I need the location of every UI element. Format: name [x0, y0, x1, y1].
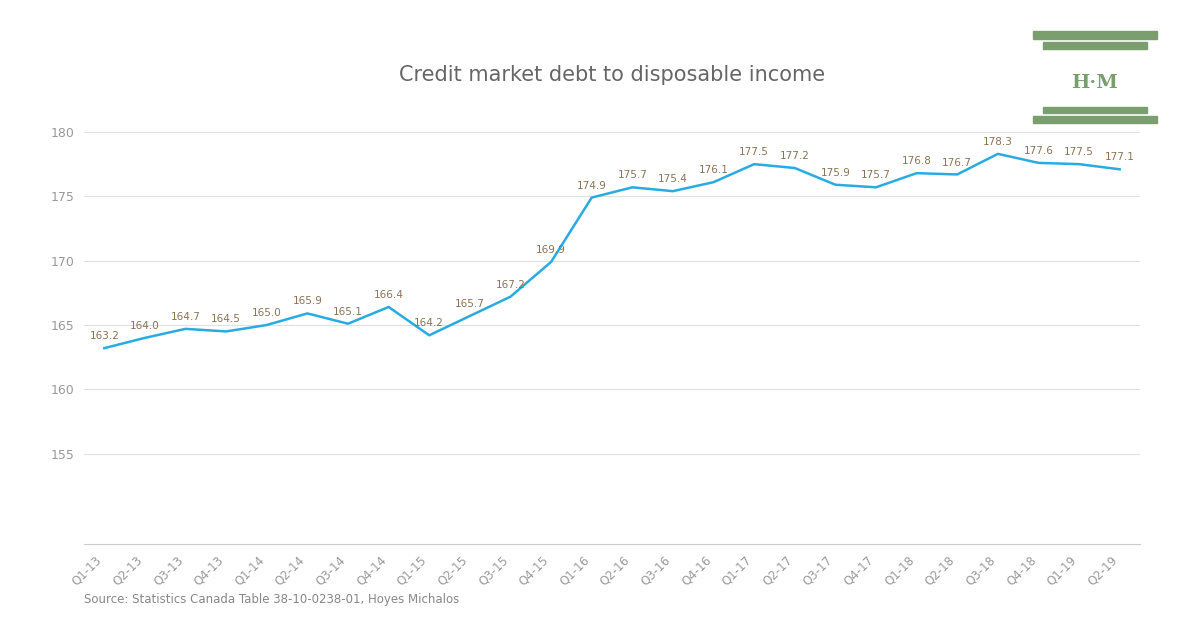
- Text: 164.7: 164.7: [170, 312, 200, 322]
- Bar: [1033, 31, 1157, 39]
- Text: 165.7: 165.7: [455, 299, 485, 309]
- Text: 164.5: 164.5: [211, 314, 241, 324]
- Title: Credit market debt to disposable income: Credit market debt to disposable income: [398, 65, 826, 85]
- Bar: [1043, 42, 1147, 49]
- Text: 175.4: 175.4: [658, 174, 688, 184]
- Text: 177.5: 177.5: [739, 148, 769, 158]
- Text: 167.2: 167.2: [496, 280, 526, 290]
- Text: 177.5: 177.5: [1064, 148, 1094, 158]
- Text: 178.3: 178.3: [983, 137, 1013, 147]
- Text: 176.7: 176.7: [942, 158, 972, 168]
- Text: Source: Statistics Canada Table 38-10-0238-01, Hoyes Michalos: Source: Statistics Canada Table 38-10-02…: [84, 593, 460, 606]
- Text: 175.9: 175.9: [821, 168, 851, 177]
- Text: 176.1: 176.1: [698, 165, 728, 175]
- Text: 166.4: 166.4: [373, 290, 403, 300]
- Text: H·M: H·M: [1072, 74, 1118, 92]
- Text: 169.9: 169.9: [536, 245, 566, 255]
- Text: 177.1: 177.1: [1105, 152, 1135, 162]
- Text: 163.2: 163.2: [89, 331, 119, 341]
- Text: 164.0: 164.0: [130, 321, 160, 331]
- Bar: [1033, 116, 1157, 123]
- Text: 165.1: 165.1: [334, 307, 362, 317]
- Text: 177.6: 177.6: [1024, 146, 1054, 156]
- Text: 174.9: 174.9: [577, 181, 607, 191]
- Text: 175.7: 175.7: [617, 171, 647, 181]
- Text: 176.8: 176.8: [901, 156, 931, 166]
- Text: 175.7: 175.7: [862, 171, 890, 181]
- Text: 165.0: 165.0: [252, 308, 282, 318]
- Text: 177.2: 177.2: [780, 151, 810, 161]
- Text: 165.9: 165.9: [293, 296, 323, 306]
- Bar: [1043, 107, 1147, 114]
- Text: 164.2: 164.2: [414, 318, 444, 328]
